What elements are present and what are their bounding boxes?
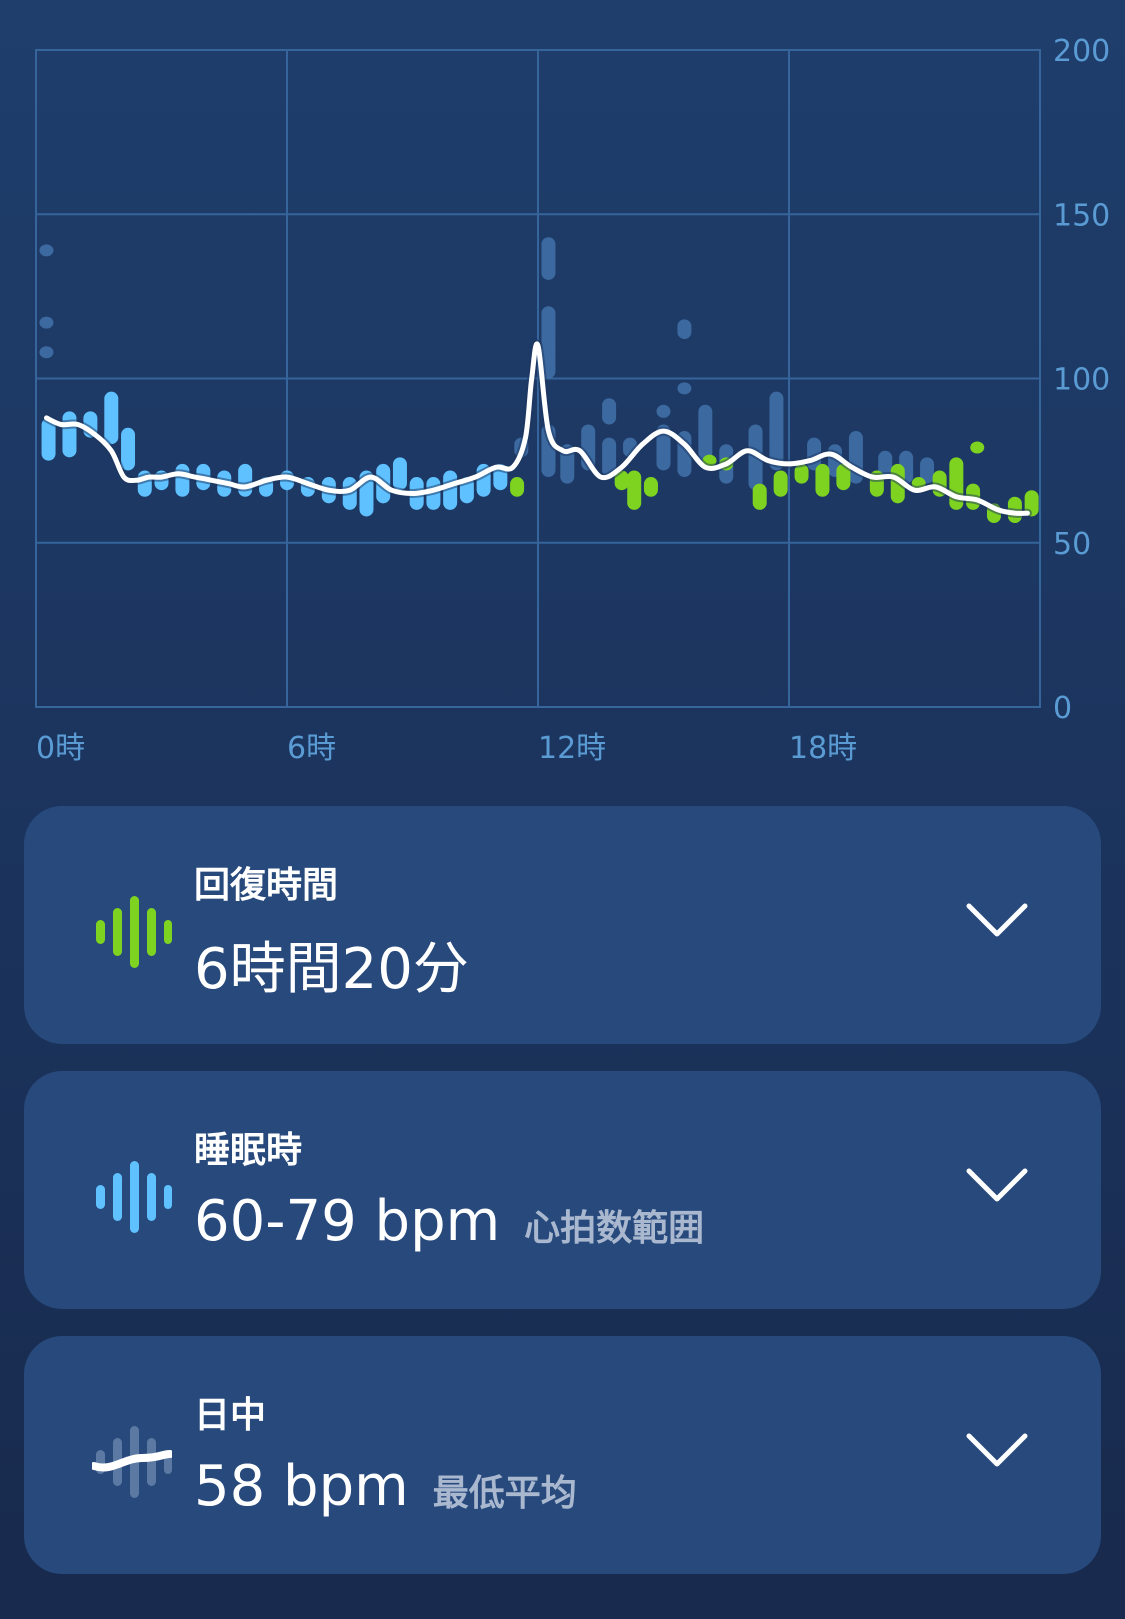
y-tick-label-1: 150 xyxy=(1053,198,1110,233)
daytime-card-subtitle: 最低平均 xyxy=(432,1473,577,1514)
recovery-bar-10 xyxy=(836,463,851,491)
sleep-card-subtitle: 心拍数範囲 xyxy=(524,1208,705,1249)
faint-bar-0 xyxy=(39,244,54,257)
sleep-bars-icon xyxy=(96,1161,172,1233)
daytime-card-value-row: 58 bpm 最低平均 xyxy=(194,1454,577,1519)
faint-bar-24 xyxy=(878,450,893,478)
chart-tick-labels: 0時 6時 12時 18時 200 150 100 50 0 xyxy=(36,34,1110,766)
y-tick-label-2: 100 xyxy=(1053,363,1110,398)
faint-bar-16 xyxy=(677,382,692,395)
sleep-bar-18 xyxy=(392,457,407,491)
average-line-group xyxy=(42,339,1032,518)
faint-bar-15 xyxy=(677,319,692,340)
sleep-bar-4 xyxy=(121,427,136,471)
sleep-card[interactable]: 睡眠時 60-79 bpm 心拍数範囲 xyxy=(24,1071,1101,1309)
faint-bar-17 xyxy=(698,404,713,464)
recovery-card-value: 6時間20分 xyxy=(194,937,469,1002)
sleep-card-value: 60-79 bpm xyxy=(194,1189,501,1254)
recovery-bar-9 xyxy=(815,463,830,497)
recovery-bar-7 xyxy=(773,470,788,497)
chevron-down-icon[interactable] xyxy=(965,1165,1029,1205)
x-tick-label-0: 0時 xyxy=(36,731,85,766)
chevron-down-icon[interactable] xyxy=(965,1430,1029,1470)
daytime-card-title: 日中 xyxy=(194,1395,267,1436)
recovery-bar-3 xyxy=(643,477,658,497)
summary-cards: 回復時間 6時間20分 睡眠時 60-79 bpm 心拍数範囲 xyxy=(24,806,1101,1601)
faint-bar-5 xyxy=(541,306,556,379)
recovery-bars-icon xyxy=(96,896,172,968)
faint-bar-13 xyxy=(656,404,671,418)
sleep-card-value-row: 60-79 bpm 心拍数範囲 xyxy=(194,1189,704,1254)
chevron-down-icon[interactable] xyxy=(965,900,1029,940)
y-tick-label-3: 50 xyxy=(1053,527,1091,562)
faint-bar-26 xyxy=(920,457,935,484)
y-tick-label-4: 0 xyxy=(1053,691,1072,726)
recovery-bar-0 xyxy=(510,477,525,497)
sleep-bar-7 xyxy=(175,463,190,497)
sleep-bar-1 xyxy=(62,411,77,458)
daytime-card-value: 58 bpm xyxy=(194,1454,409,1519)
x-tick-label-3: 18時 xyxy=(789,731,857,766)
faint-bar-10 xyxy=(602,398,617,425)
faint-bar-2 xyxy=(39,346,54,359)
recovery-card[interactable]: 回復時間 6時間20分 xyxy=(24,806,1101,1044)
chart-grid xyxy=(35,49,1041,708)
x-tick-label-1: 6時 xyxy=(287,731,336,766)
sleep-bar-3 xyxy=(104,391,119,445)
heart-rate-chart: 0時 6時 12時 18時 200 150 100 50 0 xyxy=(35,34,1110,766)
y-tick-label-0: 200 xyxy=(1053,34,1110,69)
recovery-bar-8 xyxy=(794,463,809,484)
faint-bar-1 xyxy=(39,316,54,329)
faint-bar-9 xyxy=(602,437,617,478)
recovery-card-value-row: 6時間20分 xyxy=(194,924,469,1005)
recovery-card-title: 回復時間 xyxy=(194,865,339,906)
sleep-bar-0 xyxy=(41,417,56,461)
daytime-line-icon xyxy=(92,1426,172,1498)
sleep-bar-10 xyxy=(238,463,253,497)
sleep-card-title: 睡眠時 xyxy=(194,1130,303,1171)
recovery-bar-17 xyxy=(970,441,985,454)
faint-bar-6 xyxy=(541,237,556,280)
daytime-card[interactable]: 日中 58 bpm 最低平均 xyxy=(24,1336,1101,1574)
recovery-bar-6 xyxy=(752,483,767,510)
x-tick-label-2: 12時 xyxy=(538,731,606,766)
average-heart-rate-line xyxy=(44,341,1030,516)
recovery-bar-2 xyxy=(627,470,642,510)
faint-bar-20 xyxy=(769,391,784,471)
